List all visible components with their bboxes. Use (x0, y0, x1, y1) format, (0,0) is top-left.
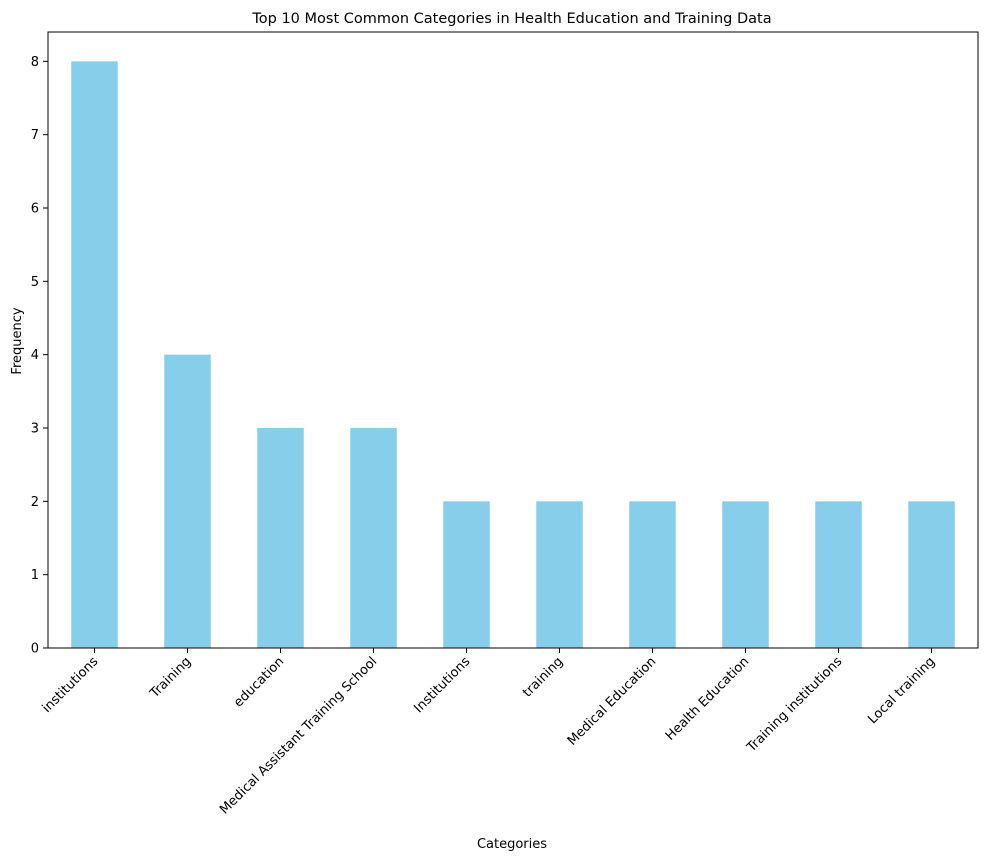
y-axis-label: Frequency (10, 307, 25, 374)
x-tick-label-9: Local training (865, 654, 938, 727)
bar-6 (629, 501, 676, 648)
bar-7 (722, 501, 769, 648)
x-tick-label-8: Training institutions (744, 654, 846, 756)
y-axis: 0 1 2 3 4 5 6 7 8 (31, 55, 48, 657)
x-tick-label-7: Health Education (663, 654, 752, 743)
y-tick-label-7: 7 (31, 128, 39, 143)
y-tick-label-2: 2 (31, 495, 39, 510)
y-tick-label-1: 1 (31, 568, 39, 583)
bar-1 (164, 354, 211, 648)
x-tick-label-3: Medical Assistant Training School (217, 654, 380, 817)
plot-frame (47, 31, 979, 649)
bar-0 (71, 61, 118, 649)
y-tick-label-5: 5 (31, 275, 39, 290)
y-tick-label-3: 3 (31, 422, 39, 437)
bar-3 (350, 428, 397, 648)
bar-8 (815, 501, 862, 648)
y-tick-label-8: 8 (31, 55, 39, 70)
x-tick-label-4: Institutions (411, 654, 473, 716)
x-tick-label-2: education (231, 654, 287, 710)
x-tick-label-6: Medical Education (565, 654, 660, 749)
x-tick-label-5: training (520, 654, 566, 700)
bars-group (71, 61, 955, 649)
bar-2 (257, 428, 304, 648)
y-tick-label-6: 6 (31, 202, 39, 217)
x-tick-label-0: institutions (40, 654, 102, 716)
y-tick-label-0: 0 (31, 642, 39, 657)
bar-9 (908, 501, 955, 648)
y-tick-label-4: 4 (31, 348, 39, 363)
x-tick-label-1: Training (147, 654, 195, 702)
bar-4 (443, 501, 490, 648)
chart-title: Top 10 Most Common Categories in Health … (251, 11, 771, 27)
x-axis-label: Categories (477, 837, 547, 852)
bar-5 (536, 501, 583, 648)
